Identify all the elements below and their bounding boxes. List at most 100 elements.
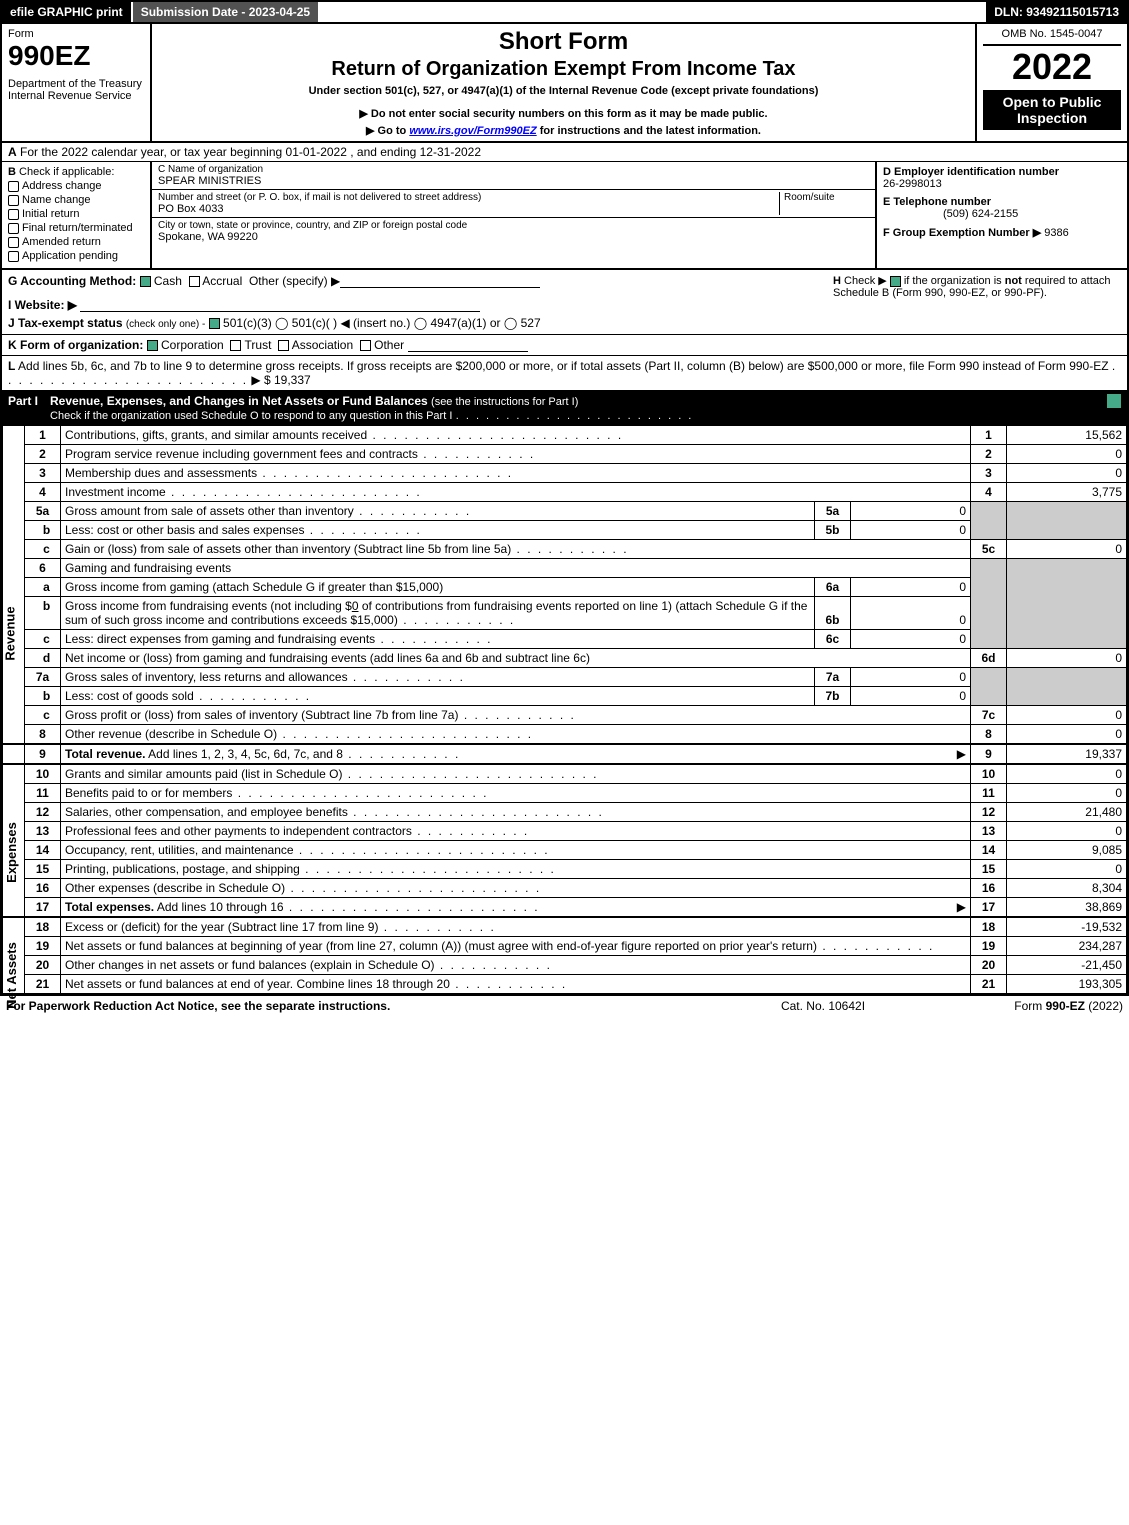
line-val: 38,869 [1007,898,1127,918]
efile-print-button[interactable]: efile GRAPHIC print [2,2,133,22]
irs-link[interactable]: www.irs.gov/Form990EZ [409,125,536,137]
label-k: K Form of organization: [8,338,143,352]
line-desc: Other expenses (describe in Schedule O) [61,879,971,898]
line-val: 0 [1007,464,1127,483]
header-left: Form 990EZ Department of the Treasury In… [2,24,152,141]
line-val: -21,450 [1007,956,1127,975]
k-other: Other [374,338,404,352]
tax-year: 2022 [983,46,1121,88]
line-rn: 20 [971,956,1007,975]
name-label: C Name of organization [158,164,869,175]
line-desc: Total revenue. Add lines 1, 2, 3, 4, 5c,… [61,744,971,764]
side-expenses: Expenses [3,764,25,917]
line-num: 6 [25,559,61,578]
checkbox-application-pending[interactable] [8,251,19,262]
line-num: 20 [25,956,61,975]
subtitle-code: Under section 501(c), 527, or 4947(a)(1)… [160,85,967,97]
form-number: 990EZ [8,40,144,72]
tel-value: (509) 624-2155 [883,208,1018,220]
line-val: 21,480 [1007,803,1127,822]
line-desc: Less: cost of goods sold [61,687,815,706]
line-num: b [25,597,61,630]
sub-v: 0 [851,597,971,630]
line-rn: 7c [971,706,1007,725]
sub-n: 7a [815,668,851,687]
checkbox-name-change[interactable] [8,195,19,206]
line-desc: Gross income from gaming (attach Schedul… [61,578,815,597]
website-input[interactable] [80,311,480,312]
lines-table: Revenue 1 Contributions, gifts, grants, … [2,425,1127,994]
checkbox-other-org[interactable] [360,340,371,351]
row-k: K Form of organization: Corporation Trus… [2,335,1127,356]
checkbox-trust[interactable] [230,340,241,351]
line-desc: Excess or (deficit) for the year (Subtra… [61,917,971,937]
sub-v: 0 [851,668,971,687]
line-rn: 16 [971,879,1007,898]
checkbox-accrual[interactable] [189,276,200,287]
row-l-arrow: ▶ $ [251,373,270,387]
label-j: J Tax-exempt status [8,316,123,330]
sub-n: 6b [815,597,851,630]
line-rn: 18 [971,917,1007,937]
checkbox-initial-return[interactable] [8,209,19,220]
line-num: 21 [25,975,61,994]
line-rn: 13 [971,822,1007,841]
line-desc: Other changes in net assets or fund bala… [61,956,971,975]
part-1-title: Revenue, Expenses, and Changes in Net As… [50,394,1107,422]
checkbox-schedule-b[interactable] [890,276,901,287]
footer: For Paperwork Reduction Act Notice, see … [0,996,1129,1016]
row-a-text: For the 2022 calendar year, or tax year … [20,145,481,159]
other-specify-input[interactable] [340,287,540,288]
line-rn: 17 [971,898,1007,918]
line-rn: 5c [971,540,1007,559]
col-d: D Employer identification number26-29980… [877,162,1127,268]
org-city: Spokane, WA 99220 [158,231,869,243]
line-num: 9 [25,744,61,764]
side-net-assets: Net Assets [3,917,25,994]
line-desc: Less: cost or other basis and sales expe… [61,521,815,540]
row-gh: G Accounting Method: Cash Accrual Other … [2,270,1127,335]
grey-cell [1007,668,1127,706]
line-num: b [25,687,61,706]
line-desc: Program service revenue including govern… [61,445,971,464]
line-val: 0 [1007,860,1127,879]
line-num: 4 [25,483,61,502]
line-num: a [25,578,61,597]
checkbox-cash[interactable] [140,276,151,287]
checkbox-501c3[interactable] [209,318,220,329]
form-container: efile GRAPHIC print Submission Date - 20… [0,0,1129,996]
col-b: B Check if applicable: Address change Na… [2,162,152,268]
other-org-input[interactable] [408,351,528,352]
line-num: 8 [25,725,61,745]
chk-label: Initial return [22,208,79,220]
line-num: 12 [25,803,61,822]
checkbox-amended-return[interactable] [8,237,19,248]
line-desc: Total expenses. Add lines 10 through 16 … [61,898,971,918]
line-rn: 3 [971,464,1007,483]
checkbox-final-return[interactable] [8,223,19,234]
line-num: 18 [25,917,61,937]
checkbox-schedule-o[interactable] [1107,394,1121,408]
line-desc: Investment income [61,483,971,502]
line-num: 3 [25,464,61,483]
line-num: 13 [25,822,61,841]
line-num: c [25,540,61,559]
line-rn: 15 [971,860,1007,879]
city-label: City or town, state or province, country… [158,220,869,231]
checkbox-association[interactable] [278,340,289,351]
label-i: I Website: ▶ [8,298,77,312]
line-rn: 21 [971,975,1007,994]
sub-n: 5b [815,521,851,540]
checkbox-address-change[interactable] [8,181,19,192]
dept-label: Department of the Treasury Internal Reve… [8,78,144,102]
submission-date-button[interactable]: Submission Date - 2023-04-25 [133,2,320,22]
title-short-form: Short Form [160,28,967,56]
grey-cell [1007,502,1127,540]
row-a-tax-year: A For the 2022 calendar year, or tax yea… [2,143,1127,162]
room-label: Room/suite [784,192,869,203]
checkbox-corporation[interactable] [147,340,158,351]
chk-label: Name change [22,194,91,206]
tel-label: E Telephone number [883,196,991,208]
j-sub: (check only one) - [126,319,205,330]
row-l-value: 19,337 [274,373,311,387]
